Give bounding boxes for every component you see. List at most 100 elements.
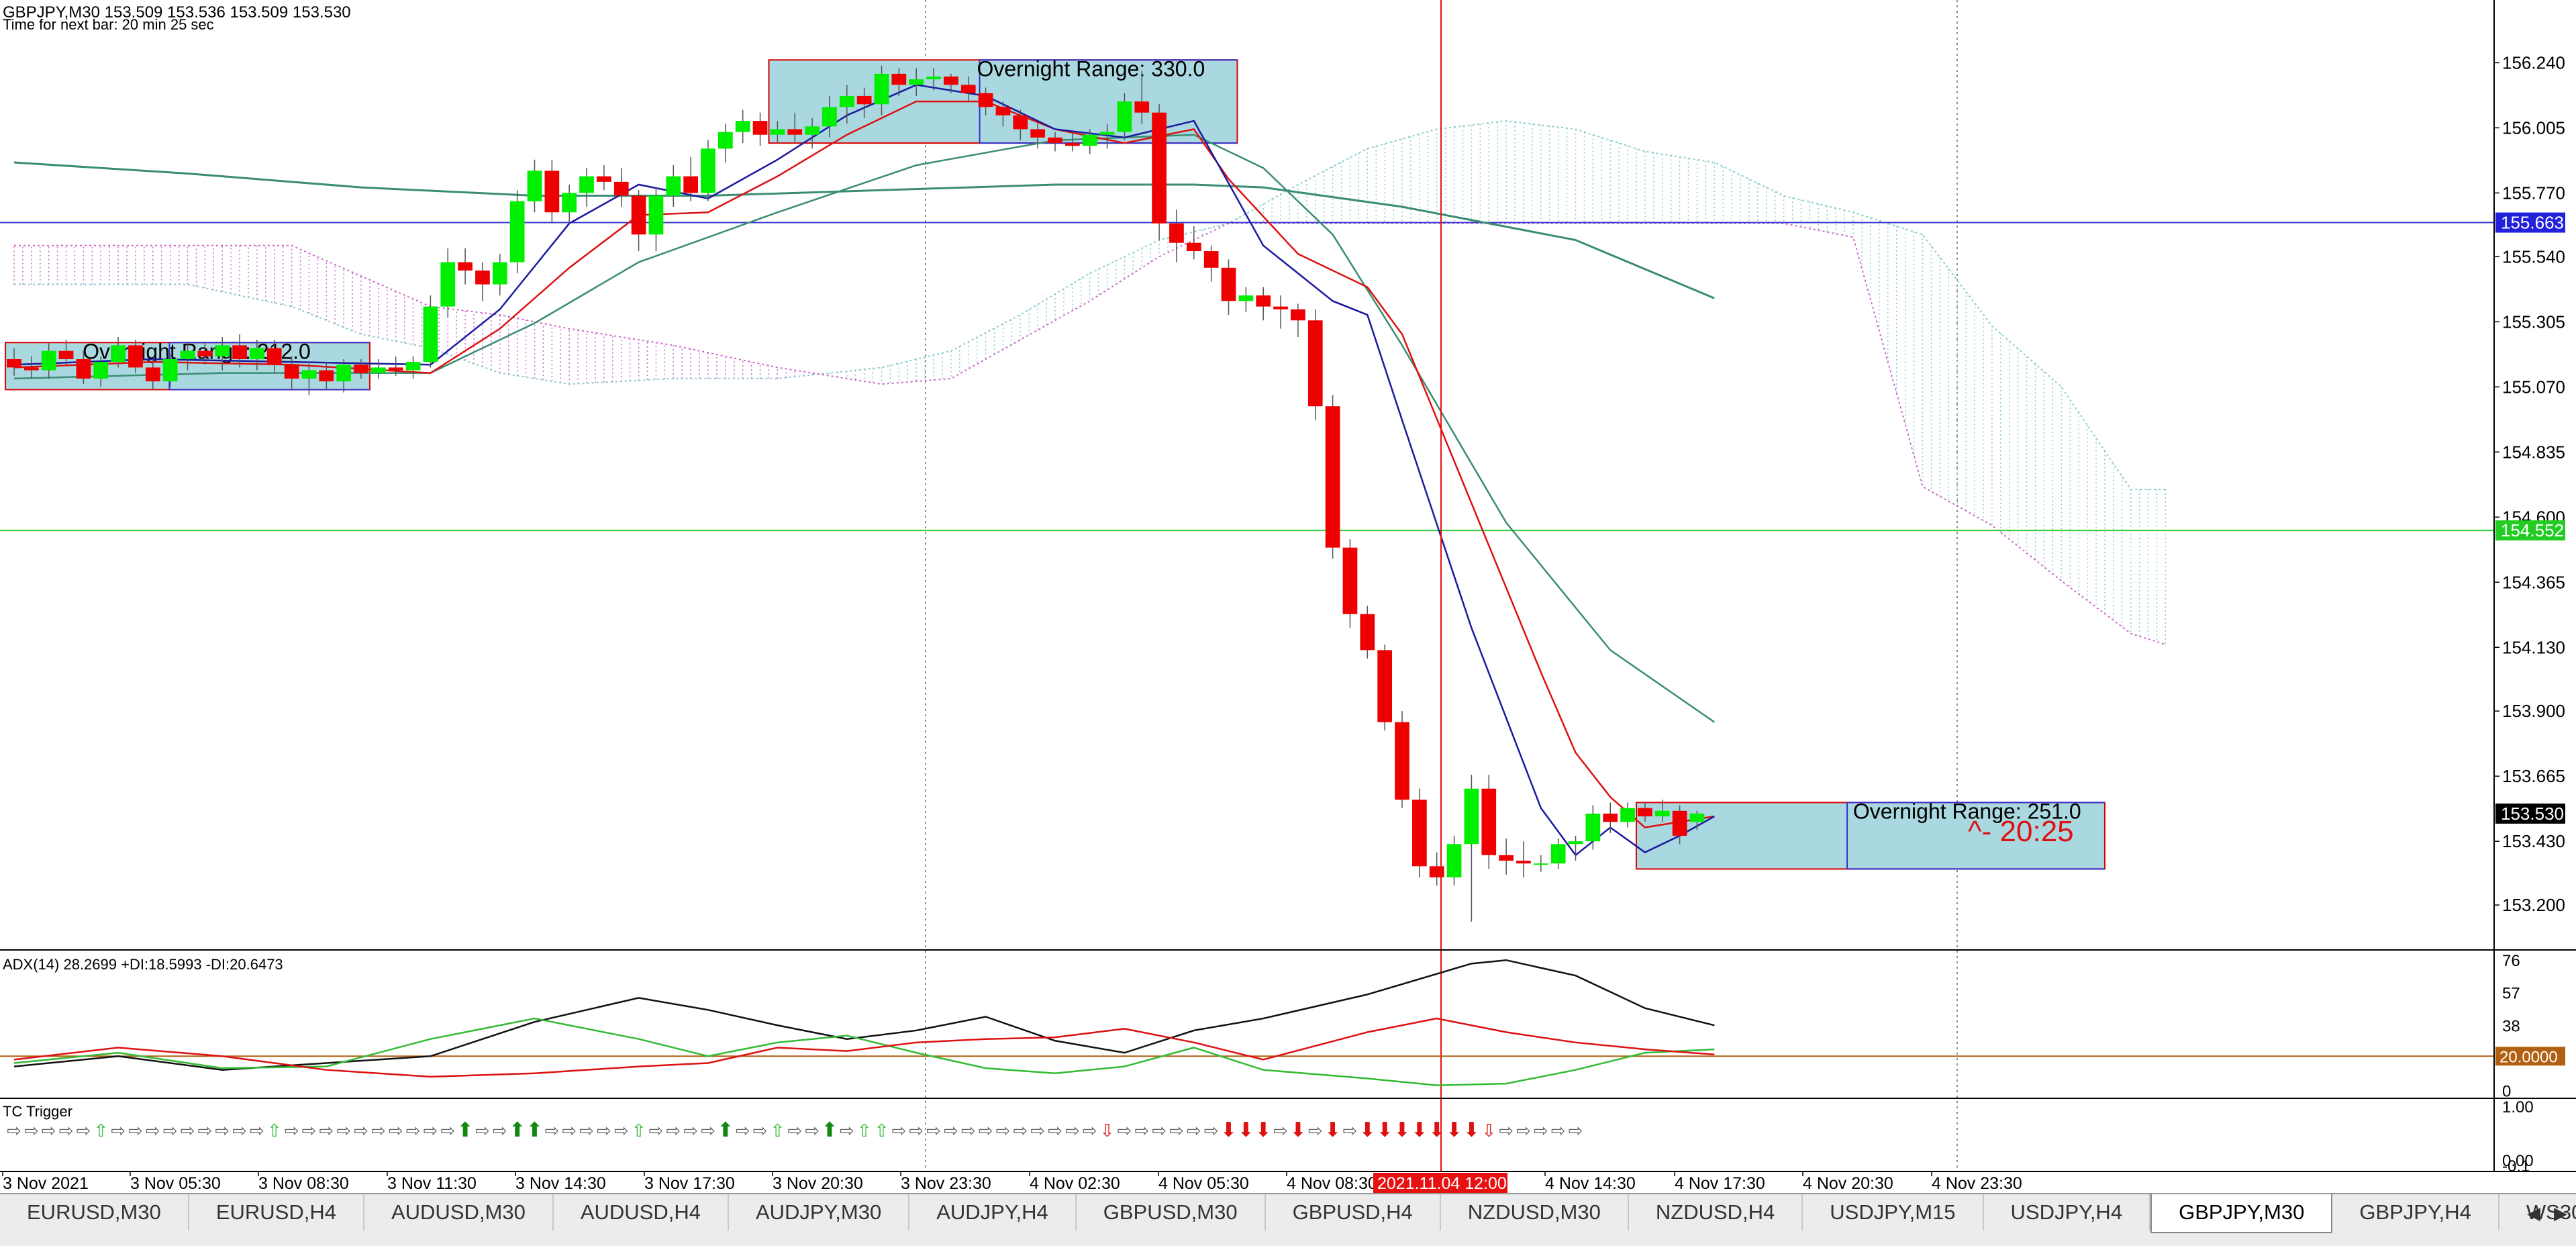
symbol-tab[interactable]: USDJPY,H4	[1984, 1194, 2151, 1231]
bull-candle	[93, 362, 109, 379]
bull-candle	[41, 350, 56, 371]
tc-neutral-icon: ⇨	[181, 1121, 195, 1141]
chart-header-symbol: GBPJPY,M30 153.509 153.536 153.509 153.5…	[3, 3, 351, 21]
bull-candle	[1568, 841, 1583, 845]
tc-neutral-icon: ⇨	[649, 1121, 664, 1141]
candles	[7, 65, 1705, 922]
symbol-tab[interactable]: USDJPY,M15	[1803, 1194, 1984, 1231]
symbol-tab[interactable]: NZDUSD,M30	[1441, 1194, 1629, 1231]
symbol-tab[interactable]: GBPJPY,M30	[2150, 1194, 2333, 1233]
tc-neutral-icon: ⇨	[961, 1121, 976, 1141]
bull-candle	[909, 79, 924, 85]
bull-candle	[666, 176, 681, 196]
overnight-range-box[interactable]: Overnight Range: 330.0	[768, 56, 1238, 144]
current-price-tag: 153.530	[2501, 804, 2564, 824]
bear-candle	[1395, 722, 1409, 800]
tc-neutral-icon: ⇨	[424, 1121, 438, 1141]
symbol-tab[interactable]: GBPJPY,H4	[2332, 1194, 2499, 1231]
bull-candle	[370, 367, 386, 373]
bear-candle	[1429, 866, 1444, 877]
symbol-tab[interactable]: NZDUSD,H4	[1629, 1194, 1803, 1231]
overnight-range-box[interactable]: Overnight Range: 251.0	[1635, 799, 2106, 870]
bear-candle	[1411, 800, 1427, 867]
bear-candle	[76, 359, 91, 379]
adx-label: ADX(14) 28.2699 +DI:18.5993 -DI:20.6473	[3, 956, 283, 973]
tc-down-strong-icon: ⬇	[1428, 1118, 1445, 1142]
bull-candle	[701, 148, 715, 193]
tc-neutral-icon: ⇨	[1013, 1121, 1028, 1141]
tc-neutral-icon: ⇨	[232, 1121, 247, 1141]
bear-candle	[354, 365, 368, 373]
time-tick-label: 4 Nov 17:30	[1675, 1174, 1765, 1193]
price-tick-label: 153.430	[2502, 831, 2565, 851]
symbol-tab[interactable]: GBPUSD,M30	[1077, 1194, 1266, 1231]
tc-neutral-icon: ⇨	[909, 1121, 924, 1141]
symbol-tab[interactable]: GBPUSD,H4	[1266, 1194, 1441, 1231]
bear-candle	[7, 359, 21, 368]
tc-neutral-icon: ⇨	[1083, 1121, 1097, 1141]
tc-tick-label: 1.00	[2502, 1098, 2534, 1116]
bear-candle	[978, 93, 993, 107]
tc-neutral-icon: ⇨	[163, 1121, 178, 1141]
symbol-tab[interactable]: EURUSD,M30	[0, 1194, 189, 1231]
tc-neutral-icon: ⇨	[701, 1121, 715, 1141]
adx-pane[interactable]	[0, 959, 2494, 1086]
range-label: Overnight Range: 251.0	[1853, 799, 2081, 823]
bear-candle	[266, 348, 282, 365]
symbol-tab[interactable]: EURUSD,H4	[189, 1194, 364, 1231]
tc-neutral-icon: ⇨	[683, 1121, 698, 1141]
bear-candle	[1064, 143, 1080, 146]
price-tick-label: 156.005	[2502, 117, 2565, 138]
bear-candle	[960, 85, 976, 93]
symbol-tab[interactable]: WS30,M15	[2499, 1194, 2576, 1231]
tc-down-strong-icon: ⬇	[1359, 1118, 1376, 1142]
tc-neutral-icon: ⇨	[1187, 1121, 1201, 1141]
cursor-time-tag: 2021.11.04 12:00	[1377, 1174, 1507, 1193]
tc-neutral-icon: ⇨	[440, 1121, 455, 1141]
bull-candle	[1689, 813, 1705, 822]
price-tick-label: 155.070	[2502, 377, 2565, 397]
tc-neutral-icon: ⇨	[128, 1121, 143, 1141]
bull-candle	[735, 121, 750, 132]
adx-tick-label: 38	[2502, 1017, 2520, 1035]
bear-candle	[1186, 242, 1201, 252]
bear-candle	[128, 345, 143, 368]
scroll-left-icon[interactable]: ◀	[2527, 1203, 2540, 1223]
scroll-right-icon[interactable]: ▶	[2554, 1203, 2567, 1223]
bear-candle	[1499, 855, 1514, 861]
tc-neutral-icon: ⇨	[996, 1121, 1011, 1141]
time-tick-label: 3 Nov 2021	[3, 1174, 89, 1193]
tc-neutral-icon: ⇨	[1030, 1121, 1045, 1141]
symbol-tab[interactable]: AUDJPY,H4	[909, 1194, 1077, 1231]
symbol-tab[interactable]: AUDUSD,H4	[554, 1194, 729, 1231]
price-tick-label: 153.900	[2502, 701, 2565, 721]
tc-neutral-icon: ⇨	[1134, 1121, 1149, 1141]
time-tick-label: 3 Nov 08:30	[258, 1174, 349, 1193]
time-tick-label: 3 Nov 11:30	[387, 1174, 477, 1193]
tc-neutral-icon: ⇨	[891, 1121, 906, 1141]
tc-down-weak-icon: ⇩	[1100, 1121, 1115, 1141]
tc-trigger-pane[interactable]: ⇨ ⇨ ⇨ ⇨ ⇨ ⇧ ⇨ ⇨ ⇨ ⇨ ⇨ ⇨ ⇨ ⇨ ⇨ ⇧ ⇨ ⇨ ⇨ ⇨ ⇨ ⇨ ⇨ ⇨ ⇨ ⇨ ⬆ ⇨ ⇨ ⬆ ⬆ ⇨ ⇨ ⇨ ⇨ ⇨ ⇧ ⇨ ⇨ ⇨…	[7, 1118, 1583, 1142]
bear-candle	[1134, 101, 1150, 113]
price-tick-label: 155.770	[2502, 183, 2565, 203]
bear-candle	[995, 107, 1011, 115]
symbol-tab[interactable]: AUDUSD,M30	[364, 1194, 554, 1231]
bull-candle	[1533, 863, 1548, 865]
price-tick-label: 154.365	[2502, 572, 2565, 592]
tc-neutral-icon: ⇨	[389, 1121, 403, 1141]
tc-neutral-icon: ⇨	[42, 1121, 56, 1141]
symbol-tab[interactable]: AUDJPY,M30	[729, 1194, 910, 1231]
bull-candle	[492, 262, 507, 285]
bear-candle	[856, 95, 872, 105]
bull-candle	[336, 365, 352, 382]
bear-candle	[1307, 320, 1323, 407]
bull-candle	[874, 73, 889, 105]
price-tick-label: 153.200	[2502, 895, 2565, 915]
bull-candle	[822, 107, 837, 127]
adx-tick-label: 57	[2502, 985, 2520, 1003]
range-rect[interactable]	[1635, 802, 2106, 870]
tc-neutral-icon: ⇨	[302, 1121, 317, 1141]
bull-candle	[648, 195, 664, 235]
